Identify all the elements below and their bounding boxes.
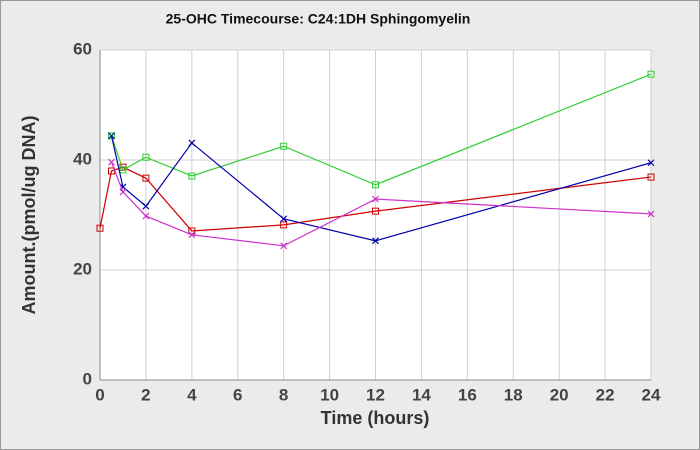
marker <box>647 159 655 167</box>
x-tick-label: 10 <box>320 385 339 404</box>
y-axis-label: Amount.(pmol/ug DNA) <box>19 116 39 315</box>
marker <box>188 139 196 147</box>
marker <box>372 207 379 215</box>
marker <box>280 221 288 229</box>
marker <box>119 166 127 174</box>
x-tick-label: 2 <box>141 385 150 404</box>
x-tick-label: 22 <box>596 385 615 404</box>
marker <box>647 173 655 181</box>
marker <box>188 231 196 239</box>
marker <box>96 224 104 232</box>
marker <box>108 158 115 166</box>
chart-title: 25-OHC Timecourse: C24:1DH Sphingomyelin <box>166 11 471 27</box>
y-tick-label: 40 <box>73 149 92 168</box>
marker <box>142 153 150 161</box>
marker <box>119 188 127 196</box>
x-tick-label: 16 <box>458 385 477 404</box>
marker <box>142 174 150 182</box>
marker <box>119 183 127 191</box>
marker <box>108 132 115 140</box>
marker <box>107 132 115 140</box>
marker <box>188 172 196 180</box>
x-axis-label: Time (hours) <box>321 408 430 428</box>
y-tick-label: 0 <box>83 369 92 388</box>
marker <box>142 212 150 220</box>
marker <box>280 215 288 223</box>
y-tick-label: 60 <box>73 39 92 58</box>
x-tick-label: 14 <box>412 385 431 404</box>
marker <box>280 242 288 250</box>
series-line <box>110 73 652 186</box>
marker <box>647 210 655 218</box>
marker <box>647 70 655 78</box>
y-tick-label: 20 <box>73 259 92 278</box>
x-tick-label: 8 <box>279 385 288 404</box>
marker <box>372 181 379 189</box>
marker <box>188 227 196 235</box>
x-tick-label: 20 <box>550 385 569 404</box>
x-tick-label: 18 <box>504 385 523 404</box>
x-tick-label: 6 <box>233 385 242 404</box>
x-tick-label: 12 <box>366 385 385 404</box>
marker <box>372 237 379 245</box>
marker <box>280 142 288 150</box>
x-tick-label: 0 <box>95 385 104 404</box>
series-line <box>99 166 652 232</box>
marker <box>372 195 379 203</box>
x-tick-label: 4 <box>187 385 197 404</box>
x-tick-label: 24 <box>642 385 661 404</box>
marker <box>142 202 150 210</box>
